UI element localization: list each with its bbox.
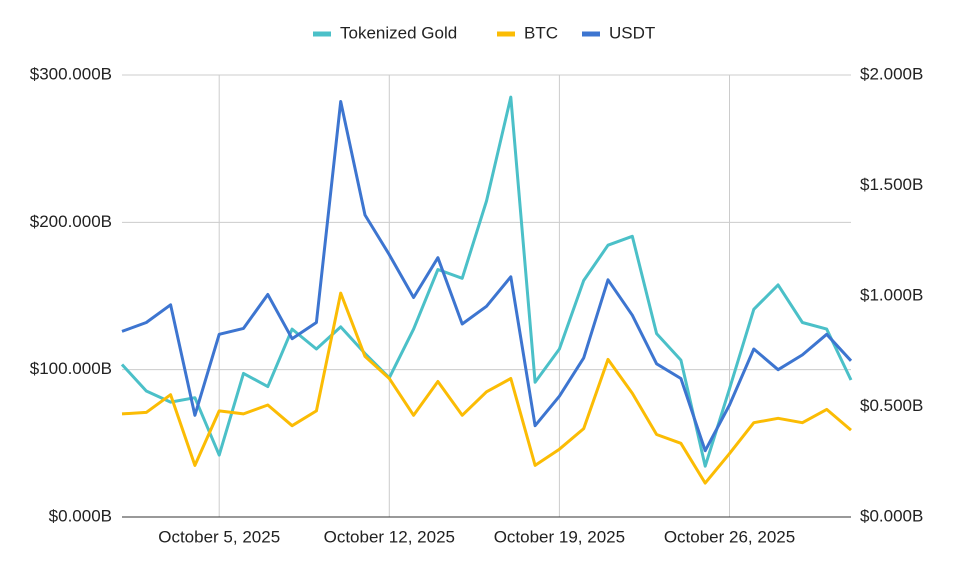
series-line [121, 100, 853, 453]
y-tick-label: $200.000B [30, 212, 112, 231]
series-line [120, 95, 853, 468]
y-tick-label: $0.000B [49, 506, 112, 525]
y2-tick-label: $0.000B [860, 506, 923, 525]
x-tick-label: October 19, 2025 [494, 527, 625, 546]
y-tick-label: $300.000B [30, 64, 112, 83]
y2-tick-label: $1.000B [860, 285, 923, 304]
legend-label: BTC [524, 23, 558, 42]
series-line [121, 291, 852, 485]
y-tick-label: $100.000B [30, 359, 112, 378]
x-tick-label: October 5, 2025 [158, 527, 280, 546]
y2-tick-label: $1.500B [860, 175, 923, 194]
y2-tick-label: $0.500B [860, 396, 923, 415]
legend-label: USDT [609, 23, 655, 42]
y2-tick-label: $2.000B [860, 64, 923, 83]
legend-label: Tokenized Gold [340, 23, 457, 42]
x-tick-label: October 12, 2025 [324, 527, 455, 546]
x-tick-label: October 26, 2025 [664, 527, 795, 546]
